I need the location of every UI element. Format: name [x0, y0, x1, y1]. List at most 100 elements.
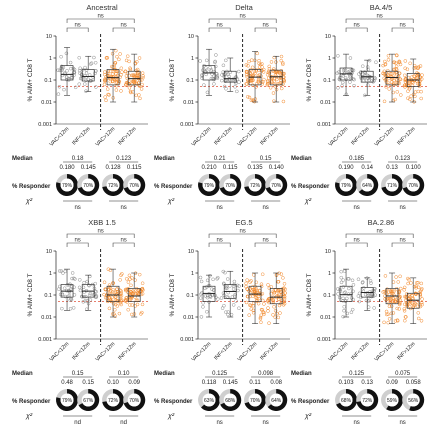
data-point — [278, 311, 282, 315]
donut-responder-slice — [335, 174, 358, 196]
data-point — [247, 313, 251, 317]
donut-hole — [385, 393, 399, 407]
data-point — [110, 64, 114, 69]
data-point — [391, 280, 396, 284]
median-group-value: 0.075 — [395, 371, 411, 377]
data-point — [233, 85, 237, 89]
data-point — [265, 82, 270, 86]
data-point — [220, 306, 225, 310]
data-point — [273, 82, 277, 87]
data-point — [86, 283, 91, 287]
chi-square-icon: χ² — [304, 198, 312, 205]
data-point — [130, 276, 134, 280]
data-point — [350, 278, 355, 283]
data-point — [134, 80, 138, 85]
data-point — [77, 285, 82, 290]
data-point — [133, 61, 138, 66]
data-point — [126, 287, 131, 291]
responder-label: % Responder — [154, 184, 193, 190]
sig-label: ns — [216, 238, 222, 244]
data-point — [340, 84, 344, 88]
data-point — [382, 320, 386, 325]
data-point — [277, 292, 281, 297]
panel-2: Delta ns ns ns 10 1 0.1 0.01 0.001 % AIM+ CD8 T VA… — [154, 3, 290, 211]
x-tick-label: VAC>12m — [95, 126, 117, 148]
data-point — [71, 306, 76, 310]
data-point — [247, 59, 251, 64]
data-point — [402, 73, 407, 78]
data-point — [104, 98, 108, 103]
data-point — [132, 74, 136, 79]
data-point — [117, 311, 122, 316]
data-point — [255, 296, 259, 301]
data-point — [107, 285, 112, 289]
data-point — [68, 306, 73, 311]
data-point — [258, 315, 263, 320]
data-point — [70, 75, 75, 80]
data-point — [110, 290, 115, 294]
y-tick-label: 0.1 — [186, 78, 194, 84]
x-tick-label: VAC<12m — [191, 341, 213, 363]
bracket-top — [345, 233, 414, 238]
box — [127, 288, 141, 302]
y-tick-label: 0.1 — [323, 78, 331, 84]
chi-square-icon: χ² — [304, 413, 312, 420]
median-value: 0.10 — [107, 380, 119, 386]
data-point — [403, 59, 408, 63]
data-point — [271, 67, 276, 71]
y-tick-label: 10 — [188, 34, 194, 40]
data-point — [64, 75, 69, 79]
data-point — [414, 65, 418, 70]
data-point — [105, 71, 110, 76]
responder-percent: 72% — [362, 398, 373, 404]
data-point — [367, 298, 371, 303]
data-point — [412, 74, 417, 79]
data-point — [367, 58, 372, 63]
data-point — [279, 69, 284, 73]
data-point — [419, 89, 423, 94]
median-value: 0.09 — [128, 380, 140, 386]
panel-title: Delta — [235, 3, 253, 12]
median-value: 0.08 — [270, 380, 282, 386]
median-value: 0.100 — [406, 165, 422, 171]
data-point — [250, 74, 255, 79]
box — [385, 70, 399, 86]
data-point — [337, 295, 342, 300]
data-point — [343, 290, 347, 294]
data-point — [134, 93, 139, 98]
data-point — [130, 73, 134, 78]
data-point — [281, 82, 285, 86]
data-point — [82, 294, 86, 299]
data-point — [275, 77, 279, 82]
donut-hole — [60, 393, 74, 407]
data-point — [336, 54, 340, 58]
data-point — [398, 274, 402, 279]
data-point — [78, 66, 82, 71]
donut-responder-slice — [102, 174, 125, 196]
data-point — [247, 95, 252, 100]
median-label: Median — [12, 156, 33, 162]
box — [202, 285, 216, 302]
data-point — [106, 69, 110, 74]
data-point — [223, 270, 227, 275]
donut-responder-slice — [78, 389, 100, 412]
donut-hole — [248, 178, 262, 192]
y-tick-label: 0.001 — [180, 122, 194, 128]
responder-percent: 59% — [387, 398, 398, 404]
responder-percent: 70% — [225, 183, 236, 189]
data-point — [132, 73, 136, 77]
data-point — [259, 320, 263, 325]
data-point — [102, 292, 106, 297]
x-tick-label: VAC>12m — [95, 341, 117, 363]
data-point — [396, 280, 400, 284]
donut-responder-slice — [123, 389, 146, 411]
data-point — [72, 293, 77, 297]
data-point — [110, 312, 115, 316]
data-point — [70, 276, 74, 281]
data-point — [256, 80, 261, 84]
data-point — [126, 307, 130, 312]
data-point — [341, 298, 345, 303]
median-group-value: 0.185 — [349, 156, 365, 162]
data-point — [257, 296, 261, 301]
data-point — [392, 71, 397, 76]
